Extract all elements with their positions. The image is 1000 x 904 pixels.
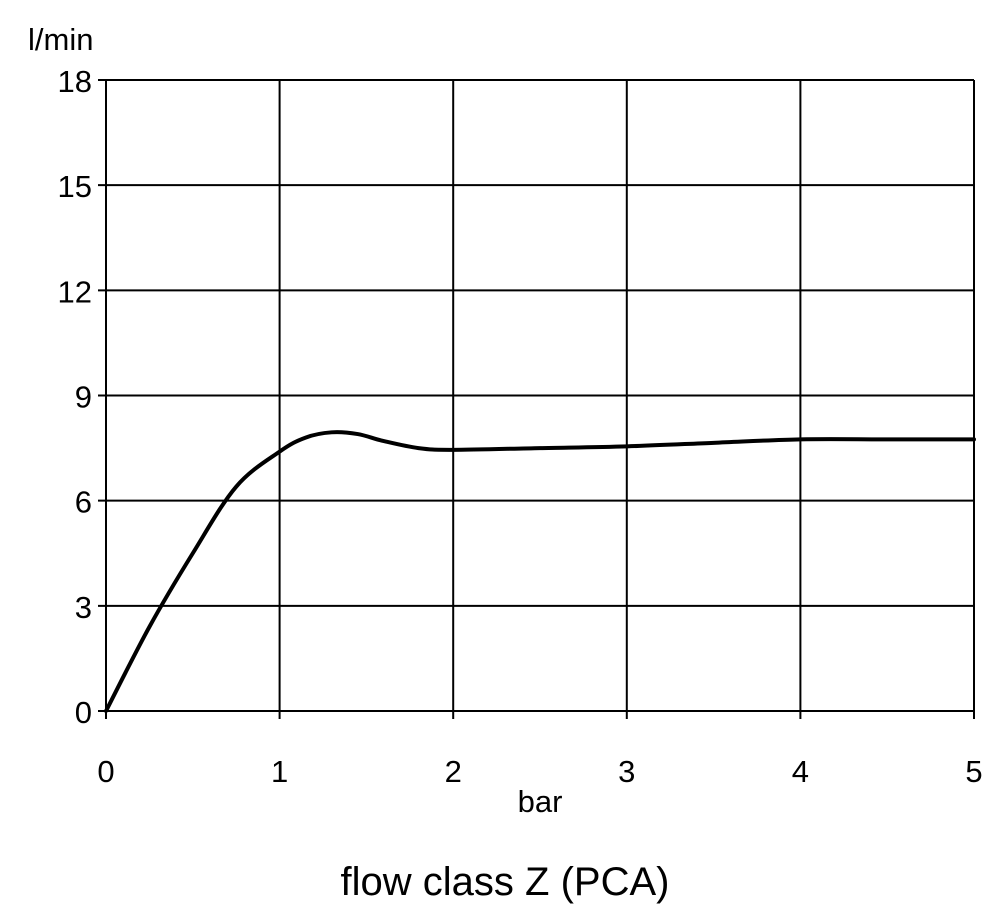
y-axis-label: l/min [28, 22, 93, 57]
y-tick-label: 12 [58, 274, 92, 309]
x-tick-label: 0 [97, 754, 114, 789]
y-tick-label: 0 [75, 695, 92, 730]
y-tick-label: 15 [58, 169, 92, 204]
x-tick-label: 4 [792, 754, 809, 789]
x-tick-label: 1 [271, 754, 288, 789]
series-group [104, 430, 976, 713]
x-axis-label: bar [518, 784, 563, 819]
axes [98, 80, 974, 719]
y-tick-label: 18 [58, 64, 92, 99]
y-tick-label: 9 [75, 380, 92, 415]
y-tick-label: 6 [75, 485, 92, 520]
y-tick-label: 3 [75, 590, 92, 625]
x-tick-label: 3 [618, 754, 635, 789]
flow-series-line [104, 430, 976, 713]
x-tick-label: 2 [445, 754, 462, 789]
grid-lines [98, 79, 975, 719]
x-tick-label: 5 [965, 754, 982, 789]
chart-caption: flow class Z (PCA) [341, 860, 670, 904]
